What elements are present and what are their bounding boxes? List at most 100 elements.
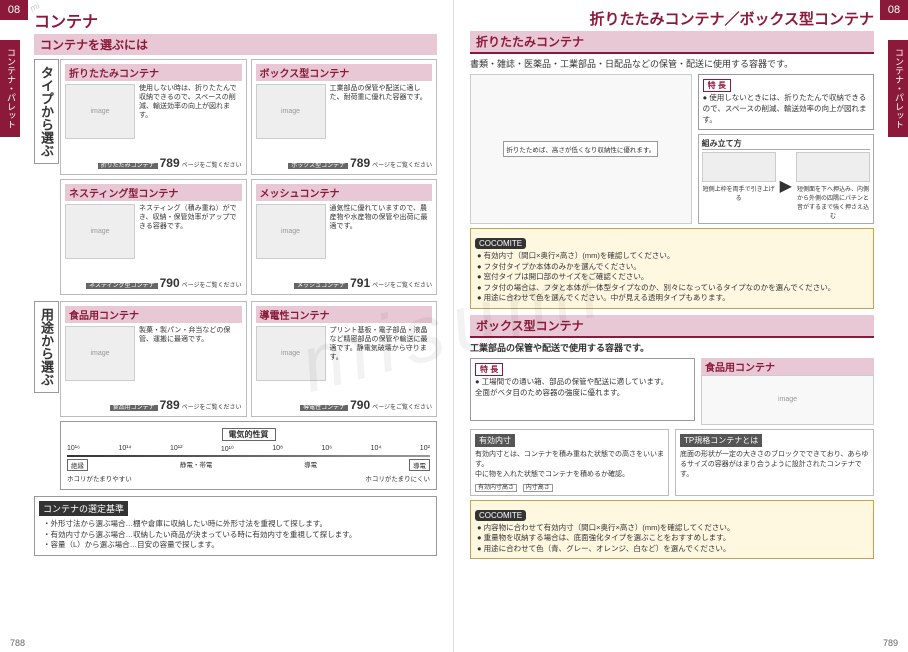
card-head: 食品用コンテナ (65, 306, 242, 323)
asm-step: 短側上枠を両手で引き上げる (702, 152, 776, 220)
card-foot: 導電性コンテナ 790 ページをご覧ください (256, 398, 433, 412)
type-card: ネスティング型コンテナ image ネスティング（積み重ね）ができ、収納・保管効… (60, 179, 247, 295)
card-foot: 折りたたみコンテナ 789 ページをご覧ください (65, 156, 242, 170)
elec-tick: 10¹⁶ (67, 445, 80, 453)
fold-note: 折りたためば、高さが低くなり収納性に優れます。 (503, 141, 658, 157)
elec-tick: 10¹⁴ (118, 445, 131, 453)
r-sec1-head: 折りたたみコンテナ (470, 31, 874, 54)
block2-text: 底面の形状が一定の大きさのブロックでできており、あらゆるサイズの容器がはまり合う… (680, 449, 869, 479)
card-desc: 通気性に優れていますので、農産物や水産物の保管や出荷に最適です。 (330, 204, 433, 231)
card-head: 導電性コンテナ (256, 306, 433, 323)
card-image: image (65, 204, 135, 259)
card-foot: 食品用コンテナ 789 ページをご覧ください (65, 398, 242, 412)
card-foot: ボックス型コンテナ 789 ページをご覧ください (256, 156, 433, 170)
card-desc: 製菓・製パン・弁当などの保管、運搬に最適です。 (139, 326, 242, 344)
block-tp: TP規格コンテナとは 底面の形状が一定の大きさのブロックでできており、あらゆるサ… (675, 429, 874, 496)
block-inner-dim: 有効内寸 有効内寸とは、コンテナを積み重ねた状態での高さをいいます。 中に物を入… (470, 429, 669, 496)
food-head: 食品用コンテナ (701, 358, 874, 375)
coco-item: ● 内容物に合わせて有効内寸（間口×奥行×高さ）(mm)を確認してください。 (477, 523, 869, 534)
card-foot: メッシュコンテナ 791 ページをご覧ください (256, 276, 433, 290)
criteria-box: コンテナの選定基準 ・外形寸法から選ぶ場合…棚や倉庫に収納したい時に外形寸法を重… (34, 496, 437, 556)
criteria-item: ・有効内寸から選ぶ場合…収納したい商品が決まっている時に有効内寸を重視して探しま… (43, 530, 432, 541)
corner-badge-left: 08 (0, 0, 28, 20)
elec-tick: 10¹⁰ (221, 445, 234, 453)
r-sec1-sub: 書類・雑誌・医薬品・工業部品・日配品などの保管・配送に使用する容器です。 (470, 57, 874, 70)
feat-text-1: ● 使用しないときには、折りたたんで収納できるので、スペースの削減、輸送効率の向… (703, 92, 869, 125)
feat-label-1: 特 長 (703, 79, 731, 92)
page-num-left: 788 (10, 638, 25, 648)
card-image: image (65, 326, 135, 381)
page-left: 08 コンテナ・パレット mi コンテナ コンテナを選ぶには タイプから選ぶ 折… (0, 0, 454, 652)
page-right: 08 コンテナ・パレット 折りたたみコンテナ／ボックス型コンテナ 折りたたみコン… (454, 0, 908, 652)
asm-step: 短側面を下へ押込み、内側から外側の四隅にパチンと音がするまで強く押さえ込む (796, 152, 870, 220)
elec-mid2: 導電 (304, 459, 317, 471)
elec-tick: 10⁴ (371, 445, 382, 453)
elec-right: 導電 (409, 459, 430, 471)
feat-item: ● 工場間での通い箱、部品の保管や配送に適しています。 (475, 376, 690, 387)
feat-item: 全面がベタ目のため容器の強度に優れます。 (475, 387, 690, 398)
r-sec2-head: ボックス型コンテナ (470, 315, 874, 338)
elec-tick: 10⁸ (272, 445, 283, 453)
vert-label-use: 用途から選ぶ (34, 301, 59, 393)
electrical-diagram: 電気的性質 10¹⁶10¹⁴10¹²10¹⁰10⁸10⁶10⁴10² 絶縁 静電… (60, 421, 437, 490)
r-sec2-sub: 工業部品の保管や配送で使用する容器です。 (470, 341, 874, 354)
feature-box-1: 特 長 ● 使用しないときには、折りたたんで収納できるので、スペースの削減、輸送… (698, 74, 874, 130)
block1-head: 有効内寸 (475, 434, 515, 447)
coco-item: ● 重量物を収納する場合は、底面強化タイプを選ぶことをおすすめします。 (477, 533, 869, 544)
block2-head: TP規格コンテナとは (680, 434, 762, 447)
coco-logo-2: COCOMITE (475, 510, 526, 521)
coco-item: ● 用途に合わせて色（青、グレー、オレンジ、白など）を選んでください。 (477, 544, 869, 555)
card-head: 折りたたみコンテナ (65, 64, 242, 81)
corner-badge-right: 08 (880, 0, 908, 20)
card-image: image (256, 326, 326, 381)
coco-item: ● 窓付タイプは開口部のサイズをご確認ください。 (477, 272, 869, 283)
coco-item: ● フタ付タイプか本体のみかを選んでください。 (477, 262, 869, 273)
asm-head: 組み立て方 (702, 138, 870, 150)
type-card: 食品用コンテナ image 製菓・製パン・弁当などの保管、運搬に最適です。 食品… (60, 301, 247, 417)
card-desc: 工業部品の保管や配送に適した、耐荷重に優れた容器です。 (330, 84, 433, 102)
elec-left: 絶縁 (67, 459, 88, 471)
coco-item: ● 用途に合わせて色を選んでください。中が見える透明タイプもあります。 (477, 293, 869, 304)
elec-title: 電気的性質 (222, 428, 276, 441)
feat-label-2: 特 長 (475, 363, 503, 376)
elec-note-l: ホコリがたまりやすい (67, 473, 132, 483)
side-tab-right: コンテナ・パレット (888, 40, 908, 137)
elec-tick: 10¹² (170, 445, 182, 453)
food-img: image (701, 375, 874, 425)
type-card: ボックス型コンテナ image 工業部品の保管や配送に適した、耐荷重に優れた容器… (251, 59, 438, 175)
elec-tick: 10² (420, 445, 430, 453)
coco-item: ● フタ付の場合は、フタと本体が一体型タイプなのか、別々になっているタイプなのか… (477, 283, 869, 294)
left-main-title: コンテナ (34, 8, 437, 32)
type-card: 折りたたみコンテナ image 使用しない時は、折りたたんで収納できるので、スペ… (60, 59, 247, 175)
b1-lbl-0: 有効内寸高さ (475, 484, 517, 492)
right-main-title: 折りたたみコンテナ／ボックス型コンテナ (470, 8, 874, 29)
fold-diagram: 折りたためば、高さが低くなり収納性に優れます。 (470, 74, 692, 224)
food-container-box: 食品用コンテナ image (701, 358, 874, 425)
coco-box-2: COCOMITE ● 内容物に合わせて有効内寸（間口×奥行×高さ）(mm)を確認… (470, 500, 874, 560)
vert-label-type: タイプから選ぶ (34, 59, 59, 164)
card-image: image (65, 84, 135, 139)
card-foot: ネスティング型コンテナ 790 ページをご覧ください (65, 276, 242, 290)
coco-logo-1: COCOMITE (475, 238, 526, 249)
section-use: 用途から選ぶ 食品用コンテナ image 製菓・製パン・弁当などの保管、運搬に最… (34, 301, 437, 490)
card-head: ボックス型コンテナ (256, 64, 433, 81)
section-type: タイプから選ぶ 折りたたみコンテナ image 使用しない時は、折りたたんで収納… (34, 59, 437, 295)
block1-text: 有効内寸とは、コンテナを積み重ねた状態での高さをいいます。 中に物を入れた状態で… (475, 449, 664, 479)
side-tab-left: コンテナ・パレット (0, 40, 20, 137)
b1-lbl-1: 内寸高さ (523, 484, 553, 492)
card-head: ネスティング型コンテナ (65, 184, 242, 201)
page-num-right: 789 (883, 638, 898, 648)
card-image: image (256, 84, 326, 139)
elec-mid1: 静電・帯電 (180, 459, 213, 471)
criteria-item: ・容量（L）から選ぶ場合…目安の容量で探します。 (43, 540, 432, 551)
card-image: image (256, 204, 326, 259)
type-card: 導電性コンテナ image プリント基板・電子部品・液晶など精密部品の保管や輸送… (251, 301, 438, 417)
coco-item: ● 有効内寸（間口×奥行×高さ）(mm)を確認してください。 (477, 251, 869, 262)
catalog-spread: 08 コンテナ・パレット mi コンテナ コンテナを選ぶには タイプから選ぶ 折… (0, 0, 908, 652)
criteria-item: ・外形寸法から選ぶ場合…棚や倉庫に収納したい時に外形寸法を重視して探します。 (43, 519, 432, 530)
criteria-head: コンテナの選定基準 (39, 501, 128, 516)
type-card: メッシュコンテナ image 通気性に優れていますので、農産物や水産物の保管や出… (251, 179, 438, 295)
coco-box-1: COCOMITE ● 有効内寸（間口×奥行×高さ）(mm)を確認してください。●… (470, 228, 874, 309)
card-desc: ネスティング（積み重ね）ができ、収納・保管効率がアップできる容器です。 (139, 204, 242, 231)
card-desc: 使用しない時は、折りたたんで収納できるので、スペースの削減、輸送効率の向上が図れ… (139, 84, 242, 120)
